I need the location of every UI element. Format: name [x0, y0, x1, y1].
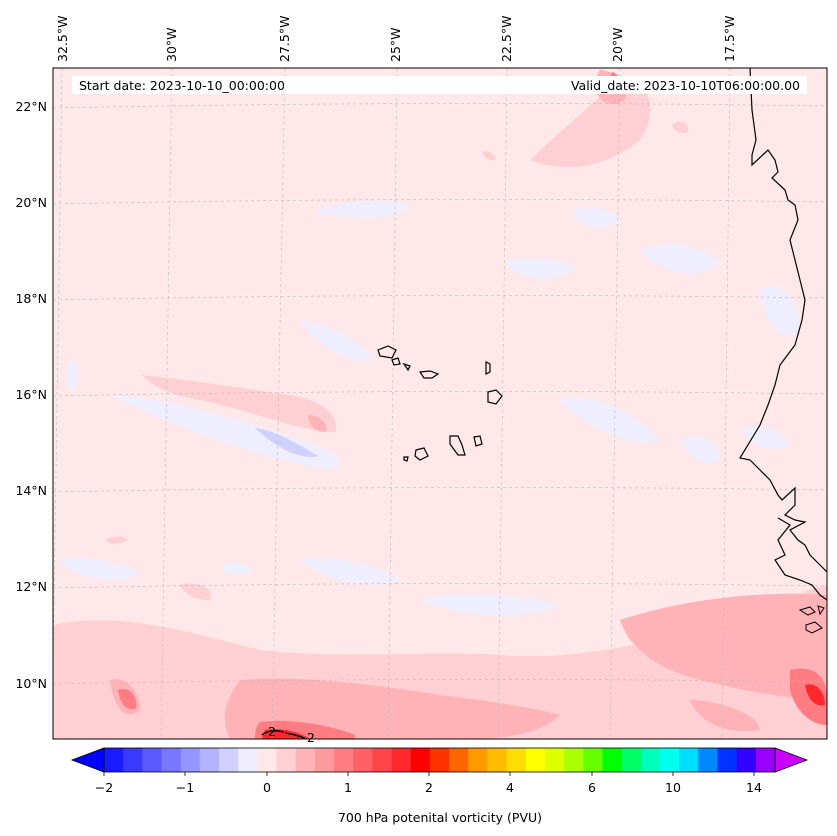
lat-label-20n: 20°N	[15, 195, 47, 210]
colorbar-cell	[679, 748, 699, 772]
island-guinea-bissau	[798, 605, 825, 634]
colorbar-cell	[238, 748, 258, 772]
colorbar-cells	[104, 748, 776, 772]
lon-label-17-5w: 17.5°W	[722, 16, 737, 62]
lon-label-25w: 25°W	[388, 27, 403, 62]
lon-label-32-5w: 32.5°W	[55, 16, 70, 62]
lat-label-22n: 22°N	[15, 99, 47, 114]
colorbar-cell	[487, 748, 507, 772]
colorbar-cell	[353, 748, 373, 772]
colorbar-tick-label: 10	[665, 780, 681, 795]
colorbar-tick-label: 1	[344, 780, 352, 795]
colorbar-cell	[564, 748, 584, 772]
africa-coastline	[739, 68, 827, 573]
start-date: Start date: 2023-10-10_00:00:00	[79, 78, 285, 93]
colorbar-cell	[199, 748, 220, 772]
colorbar-cell	[449, 748, 469, 772]
colorbar-tick-label: −2	[95, 780, 113, 795]
colorbar-cell	[736, 748, 757, 772]
colorbar-tick-label: 4	[506, 780, 514, 795]
lon-label-20w: 20°W	[610, 27, 625, 62]
colorbar-cell	[583, 748, 603, 772]
latitude-labels: 22°N 20°N 18°N 16°N 14°N 12°N 10°N	[15, 99, 47, 691]
colorbar-cell	[698, 748, 718, 772]
colorbar-extend-high	[774, 747, 809, 773]
colorbar-cell	[161, 748, 182, 772]
contour-label: 2	[268, 724, 276, 739]
date-header-box	[72, 76, 807, 94]
colorbar-cell	[544, 748, 565, 772]
colorbar-cell	[525, 748, 546, 772]
colorbar-cell	[257, 748, 277, 772]
colorbar-cell	[219, 748, 239, 772]
colorbar-frame	[103, 747, 776, 773]
colorbar-extend-low	[70, 747, 105, 773]
colorbar-tick-label: 6	[588, 780, 596, 795]
colorbar-cell	[276, 748, 297, 772]
lat-label-12n: 12°N	[15, 579, 47, 594]
colorbar-cell	[755, 748, 776, 772]
colorbar-tick-label: −1	[176, 780, 194, 795]
colorbar-cell	[506, 748, 527, 772]
colorbar-ticks	[103, 772, 755, 776]
map-panel	[53, 68, 827, 739]
cape-verde-islands	[377, 345, 503, 462]
map-frame	[52, 67, 828, 740]
colorbar-cell	[104, 748, 124, 772]
colorbar-cell	[640, 748, 661, 772]
lon-label-22-5w: 22.5°W	[499, 16, 514, 62]
colorbar-cell	[295, 748, 316, 772]
colorbar-cell	[142, 748, 162, 772]
colorbar-cell	[123, 748, 143, 772]
colorbar-title: 700 hPa potenital vorticity (PVU)	[338, 810, 542, 825]
gridlines	[53, 68, 827, 739]
lat-label-18n: 18°N	[15, 291, 47, 306]
contour-2pvu	[261, 730, 307, 739]
contour-label: 2	[307, 730, 315, 745]
colorbar-cell	[621, 748, 642, 772]
colorbar: −2 −1 0 1 2 4 6 10 14 700 hPa potenital …	[70, 747, 809, 825]
lat-label-14n: 14°N	[15, 483, 47, 498]
colorbar-cell	[429, 748, 450, 772]
colorbar-cell	[717, 748, 738, 772]
colorbar-cell	[372, 748, 392, 772]
longitude-labels: 32.5°W 30°W 27.5°W 25°W 22.5°W 20°W 17.5…	[55, 16, 737, 62]
colorbar-cell	[602, 748, 623, 772]
lat-label-16n: 16°N	[15, 387, 47, 402]
colorbar-cell	[391, 748, 412, 772]
colorbar-cell	[659, 748, 680, 772]
lon-label-30w: 30°W	[164, 27, 179, 62]
lat-label-10n: 10°N	[15, 676, 47, 691]
colorbar-cell	[314, 748, 335, 772]
africa-coastline-south	[774, 517, 827, 601]
colorbar-cell	[180, 748, 201, 772]
colorbar-tick-label: 2	[425, 780, 433, 795]
colorbar-tick-label: 0	[263, 780, 271, 795]
colorbar-cell	[468, 748, 488, 772]
colorbar-tick-label: 14	[746, 780, 762, 795]
colorbar-cell	[334, 748, 354, 772]
colorbar-cell	[410, 748, 431, 772]
lon-label-27-5w: 27.5°W	[277, 16, 292, 62]
valid-date: Valid_date: 2023-10-10T06:00:00.00	[571, 78, 800, 93]
